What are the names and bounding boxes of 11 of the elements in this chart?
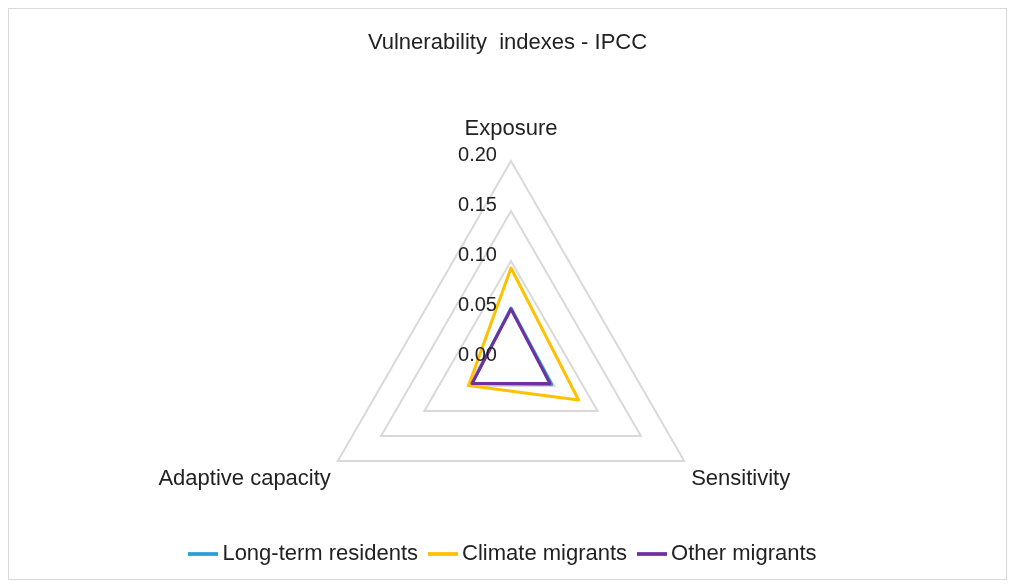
legend-label: Long-term residents [222, 539, 419, 565]
y-tick-label: 0.10 [458, 243, 497, 265]
spoke-label: Exposure [464, 114, 558, 140]
legend-label: Other migrants [671, 539, 817, 565]
legend-label: Climate migrants [462, 539, 628, 565]
y-tick-label: 0.05 [458, 293, 497, 315]
chart-title: Vulnerability indexes - IPCC [366, 29, 649, 55]
y-tick-label: 0.20 [458, 143, 497, 165]
spoke-label: Sensitivity [691, 464, 791, 490]
y-tick-label: 0.15 [458, 193, 497, 215]
spoke-label: Adaptive capacity [158, 464, 331, 490]
